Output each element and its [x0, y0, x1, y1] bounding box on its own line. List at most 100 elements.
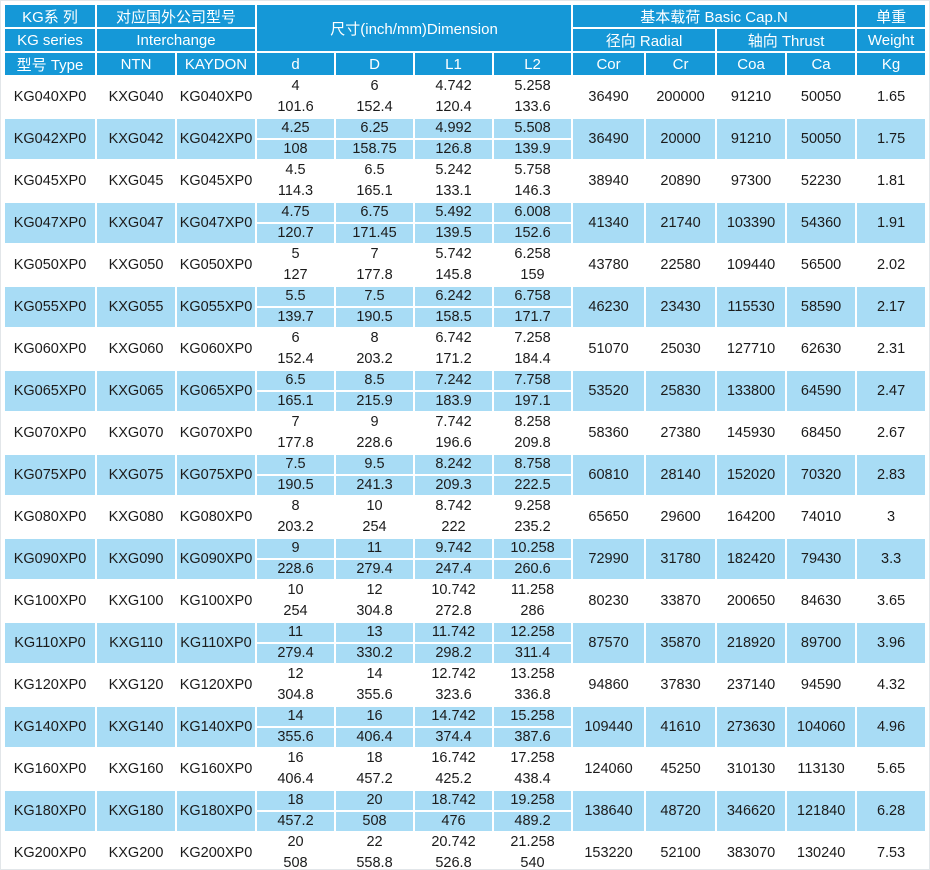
cell-coa: 133800 — [717, 371, 786, 411]
header-weight-cn: 单重 — [857, 5, 926, 27]
cell-kaydon: KG065XP0 — [177, 371, 256, 411]
cell-type: KG090XP0 — [5, 539, 95, 579]
cell-coa: 115530 — [717, 287, 786, 327]
cell-coa: 97300 — [717, 161, 786, 201]
cell-kg: 7.53 — [857, 833, 926, 869]
cell-D-mm: 203.2 — [336, 350, 414, 369]
cell-cr: 28140 — [646, 455, 716, 495]
cell-cor: 65650 — [573, 497, 645, 537]
spec-row-mm: 190.5 241.3 209.3 222.5 — [5, 476, 925, 495]
cell-ca: 56500 — [787, 245, 856, 285]
header-row-2: KG series Interchange 径向 Radial 轴向 Thrus… — [5, 29, 926, 51]
cell-kg: 3.96 — [857, 623, 926, 663]
cell-d-mm: 120.7 — [257, 224, 335, 243]
cell-L2-inch: 21.258 — [494, 833, 572, 852]
cell-L1-inch: 11.742 — [415, 623, 493, 642]
cell-d-inch: 8 — [257, 497, 335, 516]
cell-L2-inch: 10.258 — [494, 539, 572, 558]
header-weight-en: Weight — [857, 29, 926, 51]
cell-kaydon: KG040XP0 — [177, 77, 256, 117]
cell-ntn: KXG100 — [97, 581, 175, 621]
cell-cor: 53520 — [573, 371, 645, 411]
cell-L2-inch: 9.258 — [494, 497, 572, 516]
cell-D-inch: 6.75 — [336, 203, 414, 222]
spec-row-mm: 139.7 190.5 158.5 171.7 — [5, 308, 925, 327]
cell-ca: 50050 — [787, 119, 856, 159]
cell-cor: 41340 — [573, 203, 645, 243]
cell-L1-mm: 298.2 — [415, 644, 493, 663]
cell-L1-mm: 133.1 — [415, 182, 493, 201]
cell-type: KG180XP0 — [5, 791, 95, 831]
cell-coa: 103390 — [717, 203, 786, 243]
cell-ntn: KXG180 — [97, 791, 175, 831]
cell-cr: 25030 — [646, 329, 716, 369]
cell-kaydon: KG140XP0 — [177, 707, 256, 747]
cell-D-mm: 152.4 — [336, 98, 414, 117]
table-header: KG系 列 对应国外公司型号 尺寸(inch/mm)Dimension 基本载荷… — [5, 5, 926, 75]
header-kg-series-en: KG series — [5, 29, 95, 51]
cell-type: KG065XP0 — [5, 371, 95, 411]
header-dimension-title: 尺寸(inch/mm)Dimension — [257, 5, 572, 51]
cell-d-inch: 4 — [257, 77, 335, 96]
cell-L2-mm: 133.6 — [494, 98, 572, 117]
cell-kaydon: KG055XP0 — [177, 287, 256, 327]
cell-L2-mm: 387.6 — [494, 728, 572, 747]
cell-L1-mm: 323.6 — [415, 686, 493, 705]
cell-D-inch: 10 — [336, 497, 414, 516]
cell-type: KG055XP0 — [5, 287, 95, 327]
cell-type: KG075XP0 — [5, 455, 95, 495]
cell-kaydon: KG075XP0 — [177, 455, 256, 495]
cell-L2-inch: 7.258 — [494, 329, 572, 348]
cell-ntn: KXG200 — [97, 833, 175, 869]
spec-row-inch: KG160XP0 KXG160 KG160XP0 16 18 16.742 17… — [5, 749, 926, 789]
cell-cr: 22580 — [646, 245, 716, 285]
cell-cr: 41610 — [646, 707, 716, 747]
cell-ntn: KXG065 — [97, 371, 175, 411]
spec-row-inch: KG042XP0 KXG042 KG042XP0 4.25 6.25 4.992… — [5, 119, 926, 159]
cell-cr: 25830 — [646, 371, 716, 411]
cell-L1-inch: 4.992 — [415, 119, 493, 138]
cell-kaydon: KG180XP0 — [177, 791, 256, 831]
spec-row-inch: KG055XP0 KXG055 KG055XP0 5.5 7.5 6.242 6… — [5, 287, 926, 327]
cell-type: KG110XP0 — [5, 623, 95, 663]
cell-L2-inch: 7.758 — [494, 371, 572, 390]
cell-D-mm: 457.2 — [336, 770, 414, 789]
cell-L2-inch: 13.258 — [494, 665, 572, 684]
spec-row-inch: KG120XP0 KXG120 KG120XP0 12 14 12.742 13… — [5, 665, 926, 705]
cell-ntn: KXG160 — [97, 749, 175, 789]
cell-type: KG160XP0 — [5, 749, 95, 789]
cell-coa: 237140 — [717, 665, 786, 705]
spec-row-mm: 355.6 406.4 374.4 387.6 — [5, 728, 925, 747]
cell-cr: 48720 — [646, 791, 716, 831]
cell-cr: 27380 — [646, 413, 716, 453]
cell-d-inch: 5 — [257, 245, 335, 264]
cell-D-mm: 215.9 — [336, 392, 414, 411]
cell-type: KG050XP0 — [5, 245, 95, 285]
cell-D-inch: 12 — [336, 581, 414, 600]
cell-d-mm: 355.6 — [257, 728, 335, 747]
cell-d-mm: 114.3 — [257, 182, 335, 201]
cell-coa: 152020 — [717, 455, 786, 495]
cell-L2-mm: 222.5 — [494, 476, 572, 495]
cell-kg: 2.17 — [857, 287, 926, 327]
cell-cor: 51070 — [573, 329, 645, 369]
cell-ntn: KXG120 — [97, 665, 175, 705]
cell-type: KG140XP0 — [5, 707, 95, 747]
cell-L1-mm: 145.8 — [415, 266, 493, 285]
cell-ntn: KXG090 — [97, 539, 175, 579]
cell-D-mm: 330.2 — [336, 644, 414, 663]
cell-cr: 45250 — [646, 749, 716, 789]
cell-d-inch: 11 — [257, 623, 335, 642]
cell-d-mm: 190.5 — [257, 476, 335, 495]
cell-L2-inch: 17.258 — [494, 749, 572, 768]
cell-kg: 5.65 — [857, 749, 926, 789]
cell-L2-inch: 12.258 — [494, 623, 572, 642]
cell-d-mm: 304.8 — [257, 686, 335, 705]
header-col-cr: Cr — [646, 53, 716, 75]
cell-ca: 94590 — [787, 665, 856, 705]
cell-L2-inch: 11.258 — [494, 581, 572, 600]
cell-D-inch: 6.25 — [336, 119, 414, 138]
cell-L1-inch: 7.242 — [415, 371, 493, 390]
spec-row-inch: KG140XP0 KXG140 KG140XP0 14 16 14.742 15… — [5, 707, 926, 747]
spec-row-inch: KG080XP0 KXG080 KG080XP0 8 10 8.742 9.25… — [5, 497, 926, 537]
